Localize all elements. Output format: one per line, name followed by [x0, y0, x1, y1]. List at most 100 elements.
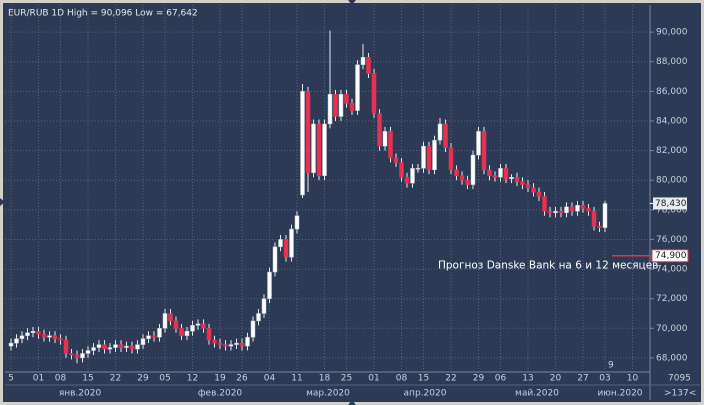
- x-tick-label: 04: [264, 374, 276, 384]
- scroll-arrow-left[interactable]: [0, 198, 5, 206]
- y-tick-label: 68,000: [656, 353, 688, 363]
- candle-body: [327, 94, 333, 125]
- y-tick-label: 90,000: [656, 28, 688, 38]
- candle-body: [300, 91, 305, 196]
- candle-body: [421, 145, 426, 169]
- candle-body: [465, 179, 470, 185]
- candle-body: [80, 353, 85, 359]
- candle-body: [129, 345, 135, 350]
- x-tick-label: 29: [137, 374, 149, 384]
- candle-body: [525, 184, 531, 188]
- scroll-arrow-top[interactable]: [348, 0, 356, 5]
- candle-body: [250, 320, 256, 338]
- status-range: >137<: [664, 389, 696, 399]
- month-label: май.2020: [515, 389, 559, 399]
- x-tick-label: 15: [82, 374, 93, 384]
- x-tick-label: 26: [236, 374, 248, 384]
- candle-body: [8, 342, 14, 347]
- chart-background: [3, 3, 701, 402]
- month-label: апр.2020: [404, 389, 447, 399]
- candle-body: [162, 313, 168, 329]
- month-label: июн.2020: [597, 389, 642, 399]
- candle-body: [278, 239, 283, 248]
- candle-body: [602, 203, 608, 228]
- scroll-arrow-bottom[interactable]: [348, 400, 356, 405]
- candle-body: [245, 336, 250, 347]
- x-tick-label: 01: [368, 374, 379, 384]
- month-label: мар.2020: [306, 389, 350, 399]
- candle-body: [448, 147, 454, 171]
- x-tick-label: 15: [418, 374, 429, 384]
- candle-body: [52, 335, 58, 339]
- candle-body: [36, 331, 41, 335]
- forecast-annotation: Прогноз Danske Bank на 6 и 12 месяцев: [438, 260, 658, 272]
- x-tick-label: 06: [495, 374, 507, 384]
- candle-body: [454, 169, 459, 177]
- candle-body: [355, 64, 360, 111]
- candle-body: [553, 211, 558, 214]
- y-tick-label: 72,000: [656, 294, 688, 304]
- candle-body: [586, 208, 591, 212]
- candle-body: [184, 331, 190, 336]
- y-tick-label: 80,000: [656, 176, 688, 186]
- candle-body: [69, 353, 74, 356]
- candle-body: [432, 139, 437, 171]
- x-tick-label: 29: [473, 374, 485, 384]
- candle-body: [476, 131, 481, 156]
- candle-body: [580, 205, 586, 209]
- candle-body: [322, 123, 327, 177]
- candle-body: [124, 345, 129, 348]
- candle-body: [509, 176, 514, 179]
- y-tick-label: 70,000: [656, 324, 688, 334]
- candle-body: [498, 168, 503, 178]
- candle-body: [113, 344, 118, 348]
- candle-body: [289, 228, 294, 258]
- candle-body: [195, 323, 201, 326]
- candle-body: [58, 338, 63, 341]
- candle-body: [382, 131, 388, 147]
- candle-body: [228, 344, 234, 347]
- candle-body: [157, 328, 162, 338]
- candle-body: [190, 325, 195, 332]
- candle-body: [217, 342, 223, 345]
- candle-body: [536, 191, 542, 197]
- candle-body: [542, 196, 547, 212]
- candle-body: [388, 131, 393, 159]
- candle-body: [19, 335, 25, 339]
- candle-body: [151, 335, 157, 338]
- x-tick-label: 20: [550, 374, 562, 384]
- candle-body: [41, 333, 47, 338]
- x-tick-label: 27: [577, 374, 588, 384]
- candle-body: [316, 123, 322, 177]
- candle-body: [591, 211, 597, 227]
- candle-body: [206, 328, 212, 341]
- x-tick-label: 12: [187, 374, 198, 384]
- x-tick-label: 10: [627, 374, 639, 384]
- y-tick-label: 82,000: [656, 146, 688, 156]
- corner-count: 9: [608, 361, 614, 371]
- candle-body: [168, 313, 173, 322]
- candle-body: [344, 94, 349, 104]
- candle-body: [481, 131, 487, 171]
- candle-body: [91, 347, 96, 351]
- candle-body: [531, 187, 536, 193]
- x-tick-label: 08: [55, 374, 67, 384]
- candle-body: [283, 239, 289, 258]
- candle-body: [30, 331, 36, 334]
- candle-body: [294, 215, 300, 230]
- candle-body: [267, 271, 272, 299]
- month-label: фев.2020: [198, 389, 243, 399]
- candle-body: [96, 344, 102, 348]
- candle-body: [311, 123, 316, 174]
- candle-body: [223, 344, 228, 347]
- candle-body: [234, 342, 239, 345]
- candle-body: [63, 339, 69, 354]
- candle-body: [459, 175, 465, 181]
- y-tick-label: 78,000: [656, 205, 688, 215]
- candle-body: [569, 206, 575, 212]
- x-tick-label: 22: [445, 374, 456, 384]
- candle-body: [520, 181, 525, 185]
- candle-body: [135, 344, 140, 350]
- candle-body: [212, 339, 217, 344]
- chart-title: EUR/RUB 1D High = 90,096 Low = 67,642: [8, 9, 198, 19]
